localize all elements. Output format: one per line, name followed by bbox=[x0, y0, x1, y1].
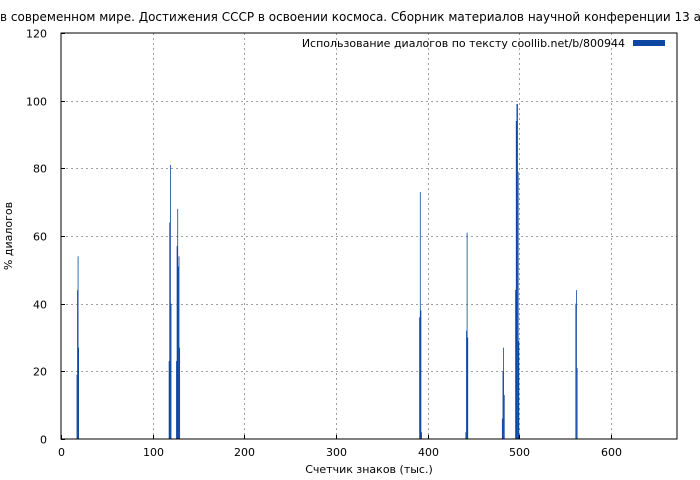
data-bar bbox=[177, 208, 179, 439]
y-tick-label: 40 bbox=[33, 299, 47, 312]
data-bar bbox=[503, 347, 504, 439]
data-bars bbox=[76, 104, 578, 440]
data-bar bbox=[466, 330, 467, 439]
y-tick-label: 20 bbox=[33, 366, 47, 379]
x-tick-label: 600 bbox=[601, 446, 622, 459]
x-axis-label: Счетчик знаков (тыс.) bbox=[305, 463, 433, 476]
y-tick-label: 0 bbox=[40, 434, 47, 447]
data-bar bbox=[420, 310, 422, 439]
data-bar bbox=[77, 290, 78, 439]
legend-label: Использование диалогов по тексту coollib… bbox=[302, 37, 625, 50]
data-bar bbox=[576, 367, 578, 439]
data-bar bbox=[575, 303, 577, 439]
legend: Использование диалогов по тексту coollib… bbox=[302, 37, 665, 50]
x-tick-label: 400 bbox=[418, 446, 439, 459]
data-bar bbox=[517, 104, 518, 440]
data-bar bbox=[467, 337, 469, 439]
data-bar bbox=[419, 192, 421, 439]
data-bar bbox=[178, 256, 180, 439]
data-bar bbox=[501, 418, 503, 439]
data-bar bbox=[466, 232, 468, 439]
data-bar bbox=[465, 432, 467, 439]
x-tick-label: 0 bbox=[58, 446, 65, 459]
data-bar bbox=[518, 340, 520, 439]
y-tick-label: 60 bbox=[33, 231, 47, 244]
y-axis-ticks: 0 20 40 60 80 100 120 bbox=[26, 28, 65, 447]
grid bbox=[61, 33, 677, 439]
data-bar bbox=[515, 290, 517, 439]
data-bar bbox=[77, 256, 79, 439]
x-tick-label: 100 bbox=[143, 446, 164, 459]
data-bar bbox=[421, 432, 422, 439]
data-bar bbox=[177, 266, 179, 439]
data-bar bbox=[169, 164, 171, 439]
data-bar bbox=[78, 347, 80, 439]
x-axis-ticks: 0 100 200 300 400 500 600 bbox=[58, 435, 622, 459]
data-bar bbox=[576, 290, 577, 439]
x-tick-label: 500 bbox=[509, 446, 530, 459]
legend-swatch bbox=[633, 40, 665, 46]
y-axis-label: % диалогов bbox=[2, 202, 15, 270]
data-bar bbox=[170, 303, 172, 439]
data-bar bbox=[503, 395, 505, 439]
data-bar bbox=[419, 317, 421, 439]
data-bar bbox=[169, 222, 171, 439]
y-tick-label: 80 bbox=[33, 163, 47, 176]
data-bar bbox=[502, 371, 504, 439]
y-tick-label: 120 bbox=[26, 28, 47, 41]
x-tick-label: 200 bbox=[234, 446, 255, 459]
data-bar bbox=[176, 361, 177, 439]
data-bar bbox=[516, 104, 518, 440]
chart-title: в современном мире. Достижения СССР в ос… bbox=[0, 10, 700, 24]
y-tick-label: 100 bbox=[26, 96, 47, 109]
data-bar bbox=[176, 246, 178, 439]
data-bar bbox=[179, 347, 181, 439]
data-bar bbox=[515, 120, 517, 439]
data-bar bbox=[517, 171, 519, 439]
data-bar bbox=[168, 361, 170, 439]
x-tick-label: 300 bbox=[326, 446, 347, 459]
data-bar bbox=[76, 374, 78, 439]
